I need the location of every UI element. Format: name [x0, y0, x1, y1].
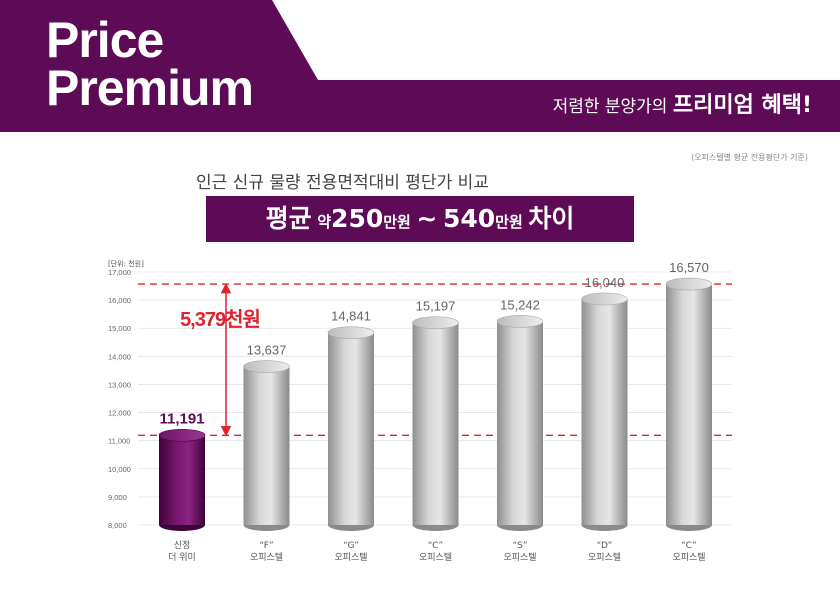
value-label: 11,191	[159, 410, 204, 427]
bar-body	[666, 284, 712, 525]
value-label: 13,637	[247, 343, 287, 358]
difference-label: 5,379천원	[180, 308, 260, 331]
value-label: 16,570	[669, 260, 709, 275]
difference-pill: 평균 약250만원 ~ 540만원 차이	[206, 196, 634, 242]
pill-approx: 약	[317, 213, 332, 231]
bar-top	[665, 277, 713, 291]
bar-body	[497, 321, 543, 525]
pill-tilde: ~	[416, 204, 438, 233]
pill-tail: 차이	[528, 204, 575, 233]
bar-top	[412, 316, 459, 329]
pill-unit-1: 만원	[383, 213, 411, 231]
y-tick-label: 10,000	[108, 465, 131, 474]
banner-subtitle: 저렴한 분양가의 프리미엄 혜택!	[553, 86, 812, 126]
y-tick-label: 16,000	[108, 296, 131, 305]
value-label: 14,841	[331, 309, 371, 324]
category-label-sub: 오피스텔	[419, 551, 452, 563]
bar-4	[496, 315, 544, 531]
bar-5	[581, 292, 628, 531]
bar-top	[496, 315, 544, 328]
bar-body	[412, 322, 459, 525]
y-tick-label: 14,000	[108, 352, 131, 361]
category-label: “C”	[681, 541, 696, 551]
category-label: “C”	[428, 541, 443, 551]
bar-0	[158, 428, 206, 531]
category-label-sub: 오피스텔	[588, 551, 621, 563]
page-title: Price Premium	[46, 12, 254, 116]
category-label: “F”	[259, 541, 273, 551]
category-label-sub: 오피스텔	[334, 551, 367, 563]
bar-body	[159, 435, 205, 525]
title-line-2: Premium	[46, 60, 254, 116]
banner-bar	[0, 80, 840, 132]
bar-6	[665, 277, 713, 531]
bar-top	[158, 428, 206, 442]
category-label: “S”	[512, 541, 527, 551]
category-label-sub: 오피스텔	[250, 551, 283, 563]
subtitle-prefix: 저렴한 분양가의	[552, 97, 668, 117]
y-tick-label: 15,000	[108, 324, 131, 333]
value-label: 15,197	[416, 299, 456, 314]
category-label-sub: 오피스텔	[672, 551, 705, 563]
basis-note: (오피스텔별 평균 전용평단가 기준)	[691, 153, 808, 162]
bar-body	[243, 366, 290, 525]
y-tick-label: 17,000	[108, 268, 131, 277]
value-label: 16,040	[585, 275, 625, 290]
bar-body	[328, 332, 374, 525]
bar-2	[327, 326, 375, 531]
category-label-sub: 더 위미	[168, 552, 196, 563]
category-label: 신정	[174, 540, 191, 551]
pill-low: 250	[331, 204, 384, 233]
comparison-headline: 인근 신규 물량 전용면적대비 평단가 비교	[196, 173, 489, 193]
pill-unit-2: 만원	[495, 213, 523, 231]
pill-lead: 평균	[265, 204, 312, 233]
bar-top	[243, 360, 290, 373]
subtitle-emphasis: 프리미엄 혜택!	[672, 93, 812, 118]
category-label: “D”	[597, 541, 613, 551]
y-tick-label: 12,000	[108, 409, 131, 418]
bar-body	[581, 298, 628, 525]
y-tick-label: 8,000	[108, 521, 127, 530]
bar-3	[412, 316, 459, 531]
category-label: “G”	[343, 541, 359, 551]
y-tick-label: 13,000	[108, 380, 131, 389]
y-unit-label: [단위: 천원]	[108, 259, 144, 268]
bar-top	[581, 292, 628, 306]
y-tick-label: 11,000	[108, 437, 130, 446]
pill-high: 540	[442, 204, 496, 233]
bar-top	[327, 326, 375, 339]
title-line-1: Price	[46, 12, 164, 68]
bar-1	[243, 360, 290, 531]
value-label: 15,242	[500, 297, 540, 312]
category-label-sub: 오피스텔	[503, 551, 536, 563]
y-tick-label: 9,000	[108, 493, 127, 502]
